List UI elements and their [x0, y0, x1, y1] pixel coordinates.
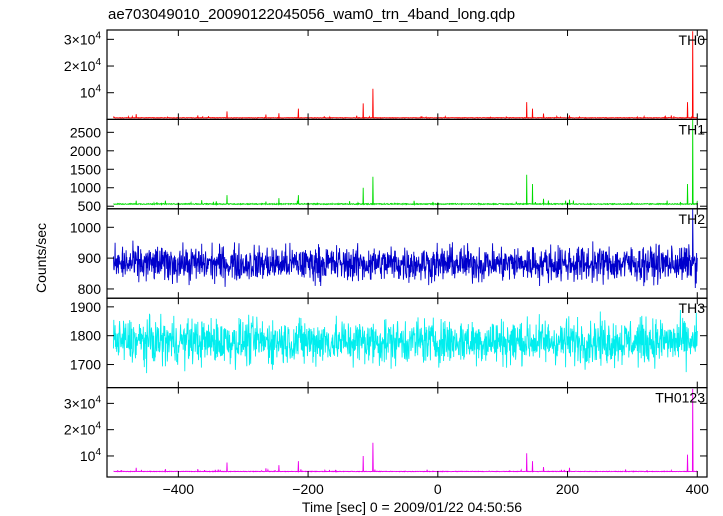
series-line-th2	[113, 208, 698, 289]
y-tick-label: 104	[80, 84, 102, 101]
panel-th0123: 104 2×104 3×104 TH0123	[64, 387, 708, 478]
panel-label-th0123: TH0123	[655, 390, 705, 406]
series-line-th3	[113, 309, 698, 374]
panel-label-th3: TH3	[679, 300, 706, 316]
y-axis-label: Counts/sec	[33, 223, 49, 293]
y-tick-label: 1800	[70, 328, 101, 344]
y-tick-label: 900	[78, 250, 102, 266]
y-tick-label: 1900	[70, 299, 101, 315]
y-tick-label: 1000	[70, 180, 101, 196]
x-tick-label: −200	[292, 481, 324, 497]
y-tick-label: 3×104	[64, 394, 102, 411]
y-tick-label: 2000	[70, 143, 101, 159]
panel-frame	[106, 118, 708, 210]
panel-th3: 1700 1800 1900 TH3	[70, 297, 708, 389]
x-axis-ticks: −400 −200 0 200 400	[163, 481, 710, 497]
y-tick-label: 1700	[70, 357, 101, 373]
x-tick-label: −400	[163, 481, 195, 497]
y-tick-label: 800	[78, 281, 102, 297]
y-tick-label: 2×104	[64, 57, 102, 74]
x-axis-label: Time [sec] 0 = 2009/01/22 04:50:56	[302, 499, 522, 515]
x-tick-label: 200	[556, 481, 580, 497]
panel-th0: 104 2×104 3×104 TH0	[64, 29, 708, 121]
panel-label-th1: TH1	[679, 121, 706, 137]
panel-frame	[106, 387, 708, 478]
x-tick-label: 400	[686, 481, 710, 497]
panel-label-th2: TH2	[679, 211, 706, 227]
y-tick-label: 500	[78, 198, 102, 214]
series-line-th0123	[113, 388, 698, 473]
panels-group: 104 2×104 3×104 TH0 500 1000 1500 2000 2500 TH1 80…	[64, 29, 708, 478]
panel-frame	[106, 29, 708, 121]
y-tick-label: 3×104	[64, 30, 102, 47]
y-tick-label: 1000	[70, 219, 101, 235]
x-tick-label: 0	[434, 481, 442, 497]
panel-th2: 800 900 1000 TH2	[70, 208, 708, 299]
series-line-th1	[113, 119, 698, 207]
series-line-th0	[113, 31, 698, 120]
y-tick-label: 2×104	[64, 421, 102, 438]
y-tick-label: 1500	[70, 161, 101, 177]
y-tick-label: 104	[80, 447, 102, 464]
y-tick-label: 2500	[70, 124, 101, 140]
panel-th1: 500 1000 1500 2000 2500 TH1	[70, 118, 708, 214]
chart-title: ae703049010_20090122045056_wam0_trn_4ban…	[108, 6, 515, 23]
panel-label-th0: TH0	[679, 32, 706, 48]
